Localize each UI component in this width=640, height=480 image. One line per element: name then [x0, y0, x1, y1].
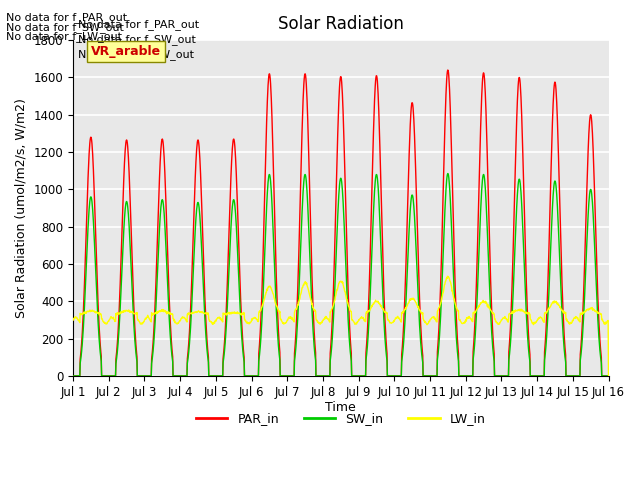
- Y-axis label: Solar Radiation (umol/m2/s, W/m2): Solar Radiation (umol/m2/s, W/m2): [15, 98, 28, 318]
- X-axis label: Time: Time: [325, 401, 356, 414]
- Text: No data for f_SW_out: No data for f_SW_out: [78, 35, 196, 45]
- Legend: PAR_in, SW_in, LW_in: PAR_in, SW_in, LW_in: [191, 407, 490, 430]
- Text: No data for f_LW_out: No data for f_LW_out: [78, 49, 195, 60]
- Text: VR_arable: VR_arable: [91, 45, 161, 58]
- Text: No data for f_PAR_out: No data for f_PAR_out: [6, 12, 127, 23]
- Text: No data for f_LW_out: No data for f_LW_out: [6, 31, 122, 42]
- Text: No data for f_PAR_out: No data for f_PAR_out: [78, 19, 200, 30]
- Title: Solar Radiation: Solar Radiation: [278, 15, 404, 33]
- Text: No data for f_SW_out: No data for f_SW_out: [6, 22, 124, 33]
